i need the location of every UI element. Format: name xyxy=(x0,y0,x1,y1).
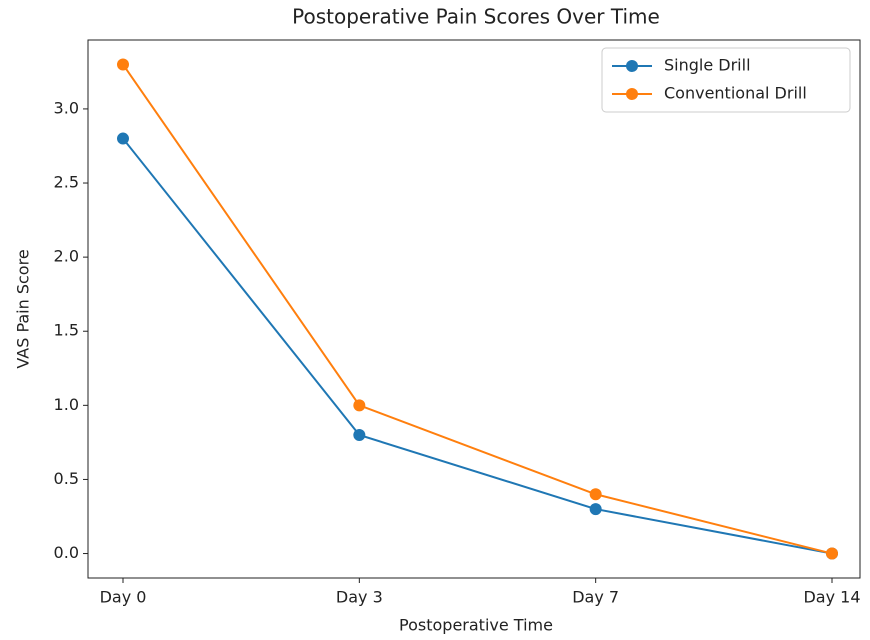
data-point xyxy=(589,503,602,516)
legend-box xyxy=(601,47,851,113)
legend-marker xyxy=(626,60,638,72)
data-point xyxy=(117,132,129,145)
data-point xyxy=(826,547,838,560)
x-axis-label: Postoperative Time xyxy=(399,616,553,635)
chart-title: Postoperative Pain Scores Over Time xyxy=(292,5,660,29)
legend-label: Single Drill xyxy=(664,56,751,75)
data-point xyxy=(117,58,129,71)
x-tick-label: Day 3 xyxy=(336,588,383,607)
data-point xyxy=(589,488,602,501)
data-point xyxy=(353,399,366,412)
y-tick-label: 2.5 xyxy=(54,173,79,192)
x-tick-label: Day 14 xyxy=(803,588,860,607)
x-tick-label: Day 0 xyxy=(100,588,147,607)
series-line xyxy=(122,63,833,555)
legend-marker xyxy=(626,88,638,100)
series-line xyxy=(122,137,833,555)
y-tick-label: 0.5 xyxy=(54,469,79,488)
y-axis-label: VAS Pain Score xyxy=(14,249,33,368)
y-tick-label: 0.0 xyxy=(54,543,79,562)
x-tick-label: Day 7 xyxy=(572,588,619,607)
y-tick-label: 2.0 xyxy=(54,247,79,266)
y-tick-label: 3.0 xyxy=(54,98,79,117)
y-tick-label: 1.5 xyxy=(54,321,79,340)
legend-label: Conventional Drill xyxy=(664,84,807,103)
data-point xyxy=(353,428,366,441)
y-tick-label: 1.0 xyxy=(54,395,79,414)
plot-area xyxy=(87,39,861,579)
